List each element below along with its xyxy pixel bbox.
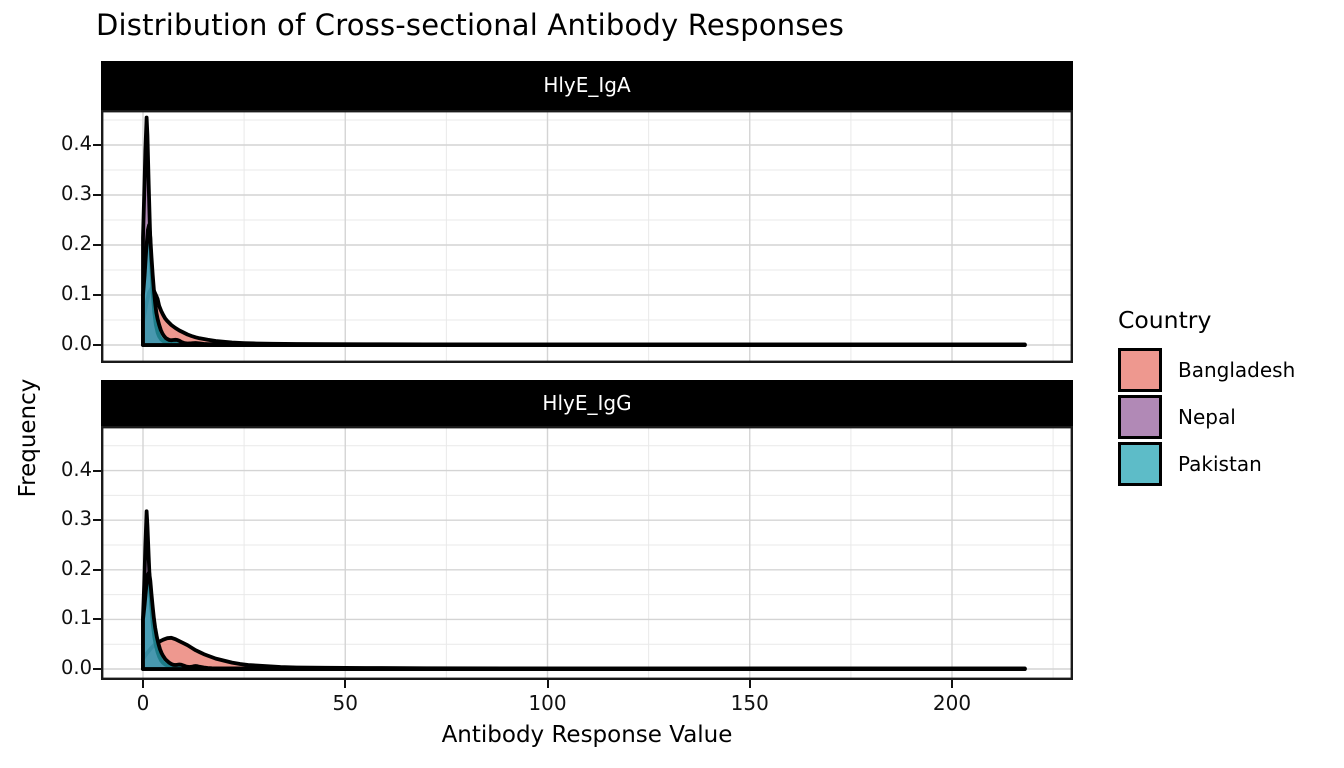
density-chart-svg	[101, 110, 1073, 363]
density-chart-svg	[101, 426, 1073, 680]
facet-strip-hlye-igg: HlyE_IgG	[101, 380, 1073, 426]
density-area-pakistan	[143, 572, 1025, 669]
legend-item-bangladesh: Bangladesh	[1118, 348, 1295, 392]
y-tick-mark	[93, 244, 101, 246]
density-area-pakistan	[143, 225, 1025, 345]
y-tick-label: 0.2	[60, 556, 92, 580]
y-tick-mark	[93, 519, 101, 522]
panel-border	[101, 426, 1073, 680]
x-tick-mark	[546, 680, 549, 688]
y-tick-mark	[93, 618, 101, 621]
density-outline-bangladesh	[141, 285, 1027, 347]
legend-label: Pakistan	[1178, 452, 1262, 476]
y-tick-label: 0.3	[60, 507, 92, 531]
y-axis-title: Frequency	[15, 378, 41, 498]
y-tick-label: 0.1	[60, 282, 92, 305]
density-outline-nepal	[141, 509, 1027, 671]
y-tick-mark	[93, 344, 101, 346]
density-outline-pakistan	[141, 223, 1027, 347]
chart-title: Distribution of Cross-sectional Antibody…	[96, 8, 844, 42]
x-axis-title: Antibody Response Value	[441, 722, 733, 748]
y-tick-label: 0.1	[60, 606, 92, 630]
y-tick-label: 0.0	[60, 332, 92, 355]
density-outline-pakistan	[141, 570, 1027, 671]
y-tick-label: 0.0	[60, 656, 92, 679]
facet-panel-hlye-iga	[101, 110, 1073, 363]
x-tick-label: 200	[932, 691, 972, 715]
legend-item-nepal: Nepal	[1118, 395, 1295, 439]
legend-swatch-nepal	[1118, 395, 1162, 439]
x-tick-label: 100	[528, 691, 567, 715]
legend: Country Bangladesh Nepal Pakistan	[1118, 306, 1295, 489]
x-tick-mark	[344, 680, 347, 688]
panel-border	[101, 110, 1073, 363]
legend-swatch-pakistan	[1118, 442, 1162, 486]
density-outline-bangladesh	[141, 635, 1027, 671]
legend-title: Country	[1118, 306, 1212, 334]
x-tick-mark	[951, 680, 953, 688]
y-tick-label: 0.2	[60, 232, 92, 255]
legend-label: Bangladesh	[1178, 358, 1296, 382]
y-tick-mark	[93, 194, 101, 196]
y-tick-mark	[93, 568, 101, 571]
y-tick-mark	[93, 294, 101, 296]
density-outline-nepal	[141, 115, 1027, 347]
y-tick-label: 0.3	[60, 182, 92, 205]
y-tick-mark	[93, 144, 101, 146]
x-tick-label: 150	[730, 691, 769, 715]
facet-strip-label: HlyE_IgA	[543, 73, 631, 97]
x-tick-mark	[748, 680, 751, 688]
legend-item-pakistan: Pakistan	[1118, 442, 1295, 486]
facet-strip-label: HlyE_IgG	[542, 391, 632, 415]
facet-panel-hlye-igg	[101, 426, 1073, 680]
x-tick-mark	[142, 680, 144, 688]
legend-label: Nepal	[1178, 405, 1236, 429]
x-tick-label: 0	[136, 691, 150, 715]
x-tick-label: 50	[332, 691, 358, 715]
facet-strip-hlye-iga: HlyE_IgA	[101, 61, 1073, 110]
y-tick-mark	[93, 668, 101, 670]
y-tick-label: 0.4	[60, 132, 92, 155]
density-area-bangladesh	[143, 287, 1025, 345]
legend-swatch-bangladesh	[1118, 348, 1162, 392]
y-tick-label: 0.4	[60, 457, 92, 481]
density-area-bangladesh	[143, 637, 1025, 669]
y-tick-mark	[93, 469, 101, 472]
density-area-nepal	[143, 511, 1025, 669]
density-area-nepal	[143, 117, 1025, 345]
